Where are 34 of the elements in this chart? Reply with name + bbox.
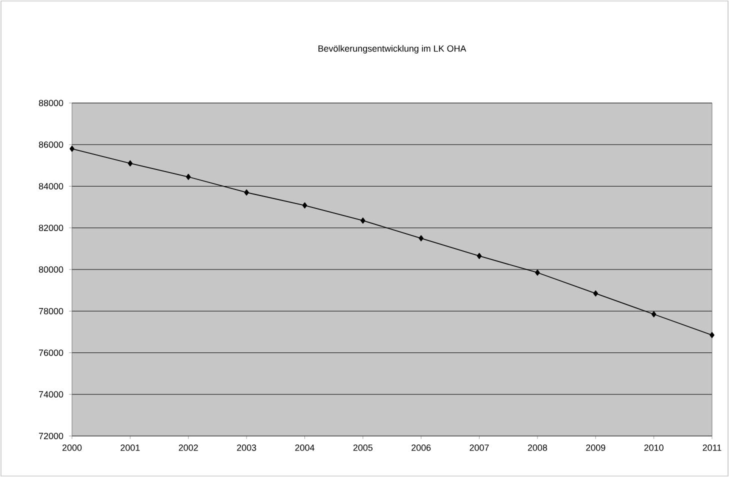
- point: [128, 160, 133, 166]
- point: [710, 332, 714, 338]
- y-tick-label: 72000: [39, 432, 64, 440]
- x-tick-label: 2004: [295, 444, 314, 451]
- y-tick-label: 86000: [38, 141, 64, 148]
- x-tick-label: 2000: [62, 444, 82, 451]
- x-tick-label: 2006: [412, 444, 431, 451]
- point: [244, 189, 249, 196]
- y-tick-label: 74000: [39, 391, 64, 398]
- y-tick-label: 80000: [38, 266, 64, 273]
- chart-title: Bevölkerungsentwicklung im LK OHA: [318, 45, 466, 54]
- y-tick-label: 78000: [39, 308, 64, 314]
- point: [302, 202, 308, 208]
- x-tick-label: 2005: [353, 444, 373, 451]
- y-tick-label: 84000: [38, 183, 64, 190]
- point: [535, 270, 540, 276]
- x-tick-label: 2003: [237, 444, 256, 451]
- y-tick-label: 88000: [38, 100, 64, 106]
- x-tick-label: 2011: [702, 444, 722, 451]
- x-tick-label: 2001: [120, 444, 140, 451]
- y-tick-label: 76000: [39, 350, 64, 356]
- point: [70, 146, 74, 152]
- point: [651, 311, 656, 318]
- x-tick-label: 2002: [178, 444, 198, 451]
- x-tick-label: 2010: [644, 444, 664, 451]
- point: [476, 252, 482, 260]
- y-tick-label: 82000: [38, 224, 64, 232]
- x-tick-label: 2009: [586, 444, 606, 451]
- x-tick-label: 2007: [470, 444, 489, 451]
- point: [186, 174, 191, 180]
- point: [418, 235, 424, 242]
- x-tick-label: 2008: [528, 444, 548, 451]
- point: [360, 218, 366, 224]
- point: [593, 290, 598, 296]
